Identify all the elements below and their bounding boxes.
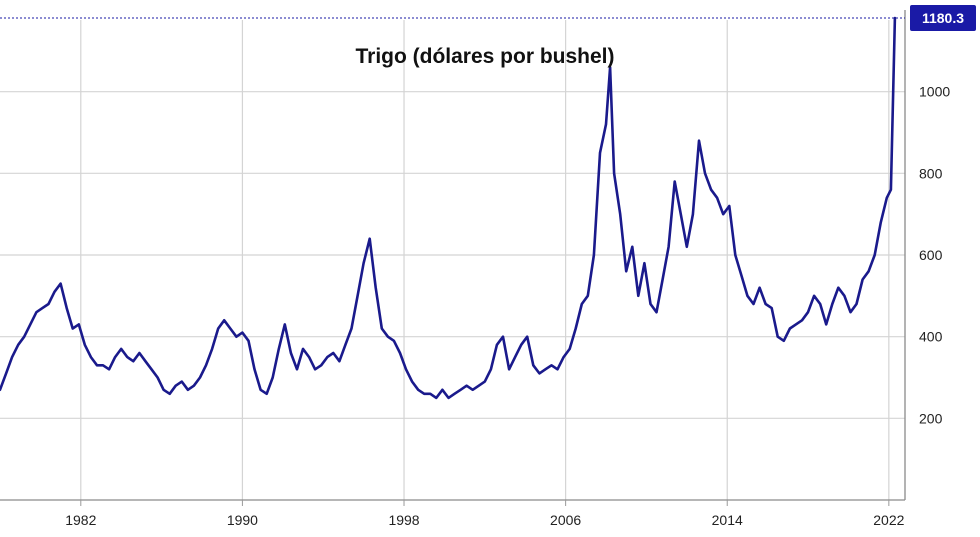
grid bbox=[0, 20, 905, 500]
chart-title: Trigo (dólares por bushel) bbox=[355, 45, 614, 68]
x-axis-ticks: 1982 1990 1998 2006 2014 2022 bbox=[65, 500, 905, 528]
x-tick-label: 2006 bbox=[550, 512, 581, 528]
y-tick-label: 600 bbox=[919, 247, 943, 263]
last-value-label: 1180.3 bbox=[922, 10, 964, 26]
x-tick-label: 2014 bbox=[712, 512, 743, 528]
last-value-badge-background bbox=[910, 5, 976, 32]
x-tick-label: 2022 bbox=[873, 512, 904, 528]
y-tick-label: 200 bbox=[919, 410, 943, 426]
y-tick-label: 400 bbox=[919, 329, 943, 345]
series-group bbox=[0, 16, 897, 400]
x-tick-label: 1998 bbox=[388, 512, 419, 528]
y-tick-label: 1000 bbox=[919, 84, 950, 100]
x-tick-label: 1982 bbox=[65, 512, 96, 528]
y-tick-label: 800 bbox=[919, 165, 943, 181]
axes bbox=[0, 10, 906, 501]
y-axis-ticks: 200 400 600 800 1000 bbox=[919, 84, 950, 427]
x-tick-label: 1990 bbox=[227, 512, 258, 528]
last-value-badge: 1180.3 bbox=[910, 5, 976, 32]
wheat-price-line bbox=[0, 16, 897, 400]
